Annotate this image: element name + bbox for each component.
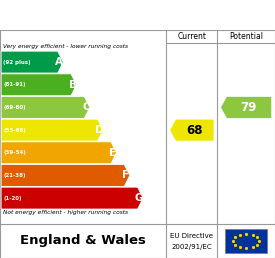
Text: Not energy efficient - higher running costs: Not energy efficient - higher running co… [3, 211, 128, 215]
Text: 79: 79 [241, 101, 257, 114]
Polygon shape [1, 51, 63, 73]
Text: E: E [109, 148, 116, 158]
Text: C: C [82, 102, 90, 112]
Text: 68: 68 [186, 124, 203, 136]
Polygon shape [170, 119, 214, 141]
Text: EU Directive: EU Directive [170, 233, 213, 239]
Text: (1-20): (1-20) [3, 196, 22, 201]
Text: England & Wales: England & Wales [20, 234, 146, 247]
Text: A: A [55, 57, 63, 67]
Text: (55-68): (55-68) [3, 128, 26, 133]
Text: (39-54): (39-54) [3, 150, 26, 155]
Text: B: B [69, 80, 77, 90]
Text: Energy Efficiency Rating: Energy Efficiency Rating [8, 8, 210, 23]
Text: F: F [122, 171, 130, 180]
Polygon shape [1, 187, 143, 209]
Text: Potential: Potential [229, 32, 263, 41]
Text: Very energy efficient - lower running costs: Very energy efficient - lower running co… [3, 44, 128, 49]
Text: (92 plus): (92 plus) [3, 60, 31, 64]
Polygon shape [1, 119, 103, 141]
Bar [225, 229, 267, 253]
Polygon shape [1, 142, 117, 164]
Text: D: D [95, 125, 104, 135]
Text: (21-38): (21-38) [3, 173, 26, 178]
Polygon shape [1, 74, 76, 96]
Text: G: G [135, 193, 144, 203]
Polygon shape [221, 96, 272, 118]
Text: 2002/91/EC: 2002/91/EC [172, 244, 212, 250]
Text: (81-91): (81-91) [3, 82, 26, 87]
Text: (69-80): (69-80) [3, 105, 26, 110]
Polygon shape [1, 165, 130, 186]
Polygon shape [1, 96, 90, 118]
Text: Current: Current [177, 32, 206, 41]
